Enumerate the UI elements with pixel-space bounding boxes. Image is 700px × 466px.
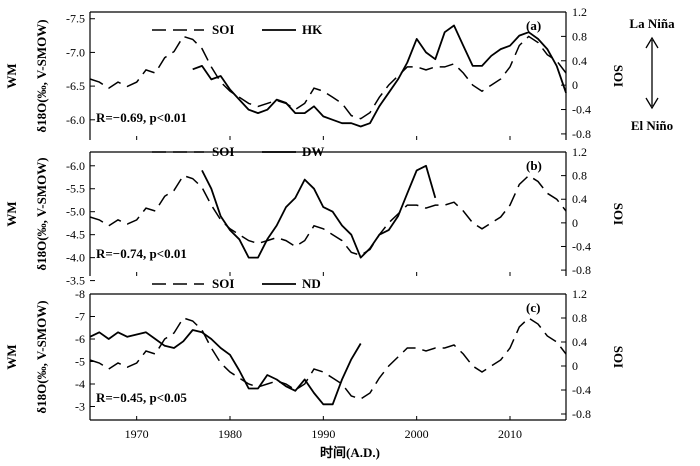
series-line-hk	[192, 24, 567, 128]
la-nina-label: La Niña	[629, 16, 675, 31]
right-tick-label: -0.8	[572, 407, 591, 421]
right-tick-label: 0.4	[572, 335, 587, 349]
x-tick-label: 1980	[218, 427, 242, 441]
panel-label: (b)	[526, 158, 542, 173]
x-tick-label: 1990	[311, 427, 335, 441]
left-tick-label: -6	[75, 332, 85, 346]
right-axis-label: SOI	[611, 65, 626, 87]
left-tick-label: -5.5	[66, 182, 85, 196]
panel-1: -7.5 -7.0 -6.5 -6.0 1.2 0.8 0.4 0 -0.4 -0.8 WM δ18O…	[4, 5, 626, 141]
left-tick-label: -3.5	[66, 274, 85, 288]
left-tick-label: -5	[75, 355, 85, 369]
left-tick-label: -6.0	[66, 159, 85, 173]
right-tick-label: -0.8	[572, 263, 591, 277]
legend-solid-label: ND	[302, 276, 321, 291]
left-tick-label: -6.0	[66, 113, 85, 127]
correlation-annotation: R=−0.69, p<0.01	[96, 110, 187, 125]
x-axis-label: 时间(A.D.)	[320, 445, 380, 460]
right-tick-label: -0.4	[572, 103, 591, 117]
legend-solid-label: HK	[302, 22, 323, 37]
x-tick-label: 2000	[405, 427, 429, 441]
right-tick-label: 1.2	[572, 287, 587, 301]
series-line-dw	[201, 164, 437, 259]
correlation-annotation: R=−0.45, p<0.05	[96, 390, 187, 405]
chart-panels: -7.5 -7.0 -6.5 -6.0 1.2 0.8 0.4 0 -0.4 -0.8 WM δ18O…	[4, 5, 626, 441]
left-tick-label: -8	[75, 287, 85, 301]
legend-dashed-label: SOI	[212, 276, 234, 291]
el-nino-label: El Niño	[631, 118, 673, 133]
left-tick-label: -7.5	[66, 12, 85, 26]
right-axis-label: SOI	[611, 346, 626, 368]
left-tick-label: -4	[75, 377, 85, 391]
right-tick-label: 0	[572, 216, 578, 230]
right-tick-label: 1.2	[572, 5, 587, 19]
x-axis-title: 时间(A.D.)	[320, 445, 380, 460]
right-tick-label: 0.8	[572, 29, 587, 43]
left-tick-label: -4.0	[66, 251, 85, 265]
panel-label: (c)	[526, 300, 540, 315]
series-line-soi	[89, 317, 567, 400]
right-tick-label: 0.8	[572, 169, 587, 183]
right-tick-label: 0	[572, 359, 578, 373]
arrow-down-icon	[645, 97, 659, 110]
series-line-nd	[89, 329, 362, 406]
left-tick-label: -5.0	[66, 205, 85, 219]
right-tick-label: 0.4	[572, 54, 587, 68]
right-tick-label: 1.2	[572, 145, 587, 159]
legend-dashed-label: SOI	[212, 144, 234, 159]
panel-2: -6.0 -5.5 -5.0 -4.5 -4.0 -3.5 1.2 0.8 0.4 0 -0.4 -0…	[4, 144, 626, 288]
correlation-annotation: R=−0.74, p<0.01	[96, 246, 187, 261]
right-tick-label: -0.4	[572, 383, 591, 397]
wm-label: WM	[4, 344, 19, 369]
right-tick-label: 0.8	[572, 311, 587, 325]
wm-label: WM	[4, 201, 19, 226]
series-line-soi	[89, 35, 567, 120]
wm-label: WM	[4, 63, 19, 88]
right-axis-label: SOI	[611, 203, 626, 225]
enso-annotation: La Niña El Niño	[629, 16, 675, 133]
series-line-soi	[89, 174, 567, 257]
right-tick-label: 0.4	[572, 192, 587, 206]
panel-3: -8 -7 -6 -5 -4 -3 1.2 0.8 0.4 0 -0.4 -0.8 1970 1980 19…	[4, 276, 626, 441]
right-tick-label: -0.4	[572, 239, 591, 253]
left-axis-label: δ18O(‰, V-SMOW)	[34, 300, 49, 413]
left-axis-label: δ18O(‰, V-SMOW)	[34, 19, 49, 132]
right-tick-label: 0	[572, 78, 578, 92]
left-tick-label: -7.0	[66, 45, 85, 59]
panel-label: (a)	[526, 18, 541, 33]
right-tick-label: -0.8	[572, 127, 591, 141]
legend-solid-label: DW	[302, 144, 324, 159]
x-tick-label: 1970	[125, 427, 149, 441]
x-tick-label: 2010	[498, 427, 522, 441]
left-tick-label: -7	[75, 310, 85, 324]
left-axis-label: δ18O(‰, V-SMOW)	[34, 157, 49, 270]
left-tick-label: -6.5	[66, 79, 85, 93]
arrow-up-icon	[645, 36, 659, 49]
left-tick-label: -4.5	[66, 228, 85, 242]
legend-dashed-label: SOI	[212, 22, 234, 37]
left-tick-label: -3	[75, 400, 85, 414]
